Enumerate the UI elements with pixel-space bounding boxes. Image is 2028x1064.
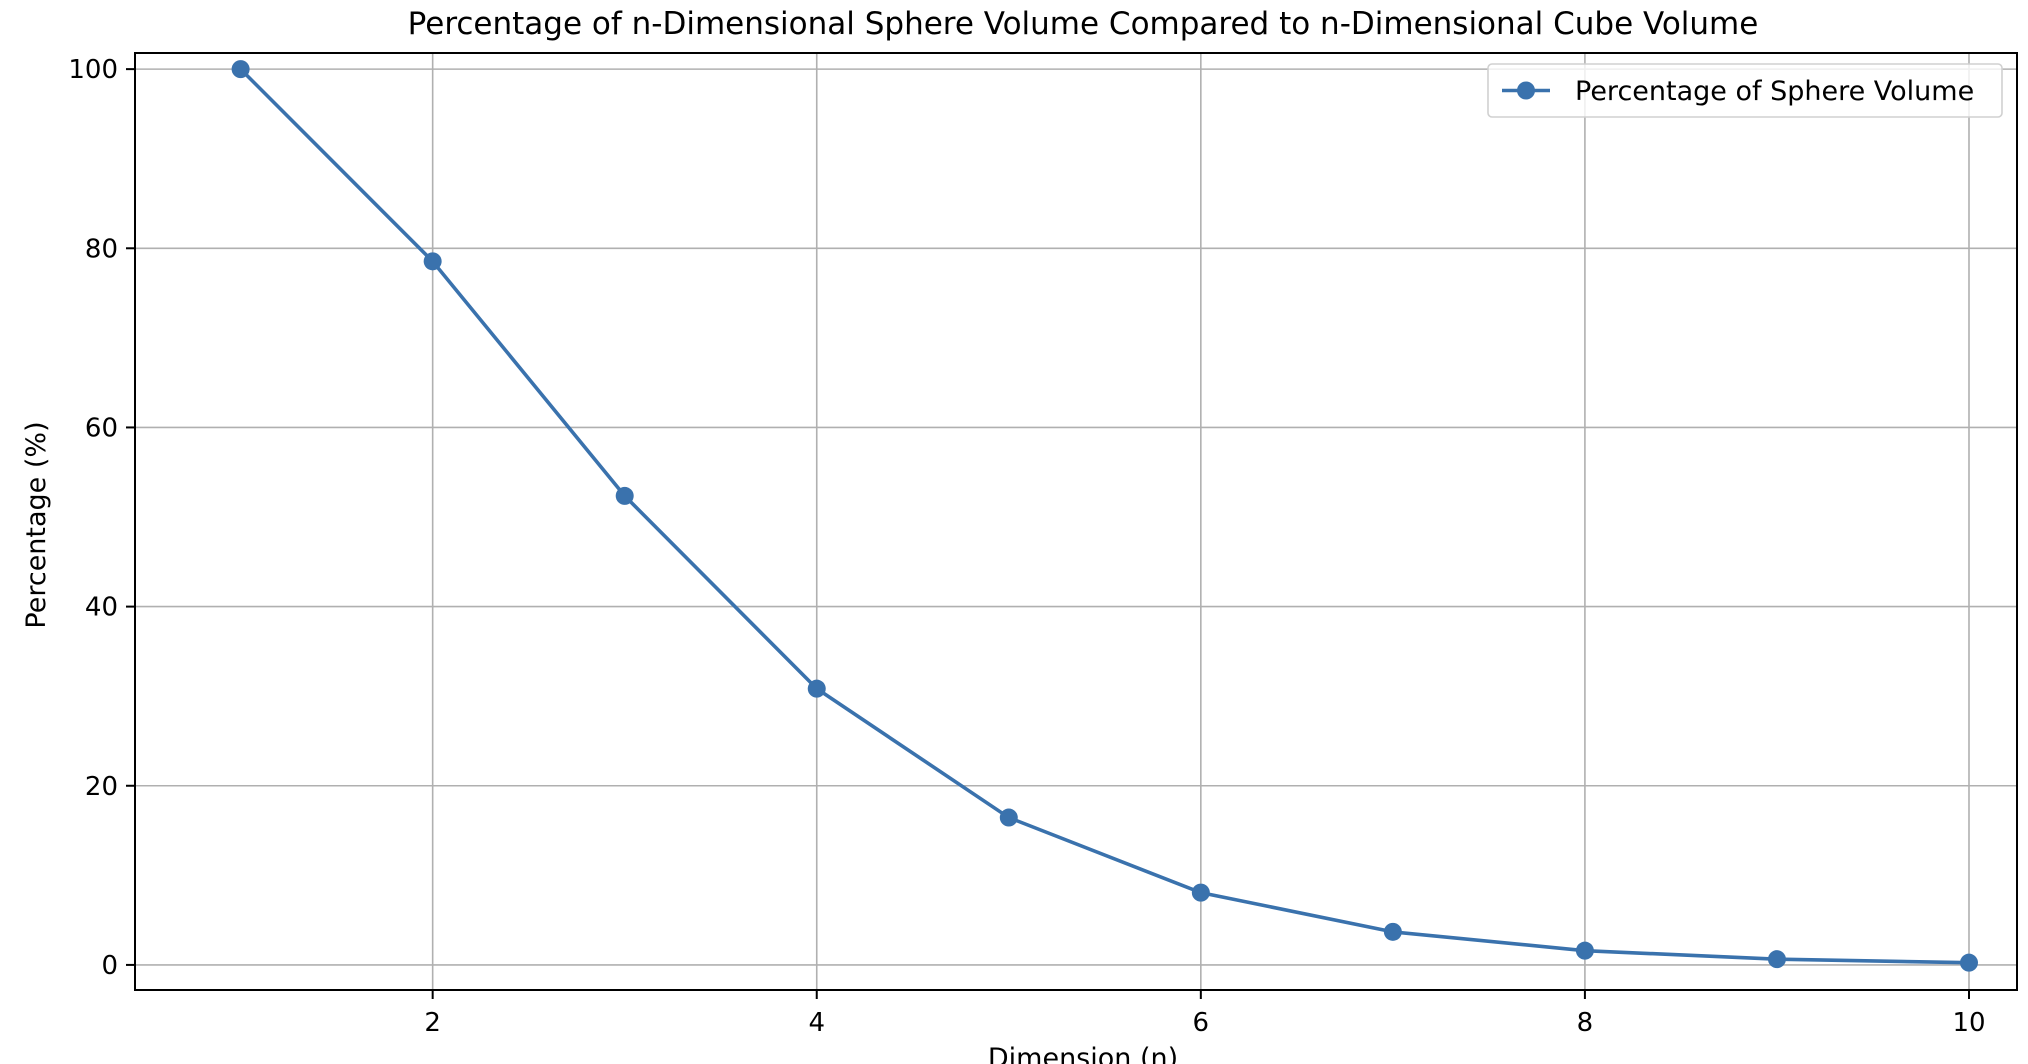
legend-box bbox=[1487, 63, 2003, 118]
x-tick-label: 8 bbox=[1577, 1008, 1594, 1038]
series-line bbox=[238, 67, 1971, 965]
chart-title: Percentage of n-Dimensional Sphere Volum… bbox=[408, 6, 1759, 42]
y-tick-label: 100 bbox=[68, 55, 118, 85]
y-tick-label: 20 bbox=[85, 772, 118, 802]
data-point bbox=[1191, 883, 1210, 902]
legend-marker-swatch bbox=[1517, 81, 1535, 100]
x-tick-label: 10 bbox=[1952, 1008, 1985, 1038]
x-tick-label: 2 bbox=[424, 1008, 441, 1038]
legend: Percentage of Sphere Volume bbox=[1487, 63, 2003, 118]
y-tick-label: 0 bbox=[101, 951, 118, 981]
y-tick-label: 60 bbox=[85, 413, 118, 443]
data-point bbox=[1767, 950, 1786, 969]
data-point bbox=[807, 679, 826, 698]
data-point bbox=[231, 60, 250, 79]
data-point bbox=[999, 808, 1018, 827]
x-tick-label: 4 bbox=[808, 1008, 825, 1038]
series-layer bbox=[231, 60, 1978, 972]
x-tick-label: 6 bbox=[1193, 1008, 1210, 1038]
y-tick-label: 80 bbox=[85, 234, 118, 264]
grid-lines bbox=[135, 53, 2017, 990]
x-axis-label: Dimension (n) bbox=[988, 1043, 1178, 1064]
data-point bbox=[615, 486, 634, 505]
y-axis-label: Percentage (%) bbox=[21, 421, 52, 628]
data-point bbox=[1959, 953, 1978, 972]
y-tick-label: 40 bbox=[85, 593, 118, 623]
data-point bbox=[1575, 941, 1594, 960]
data-point bbox=[423, 252, 442, 271]
plot-area-frame bbox=[134, 52, 2018, 991]
data-point bbox=[1383, 922, 1402, 941]
legend-label: Percentage of Sphere Volume bbox=[1575, 76, 1974, 107]
